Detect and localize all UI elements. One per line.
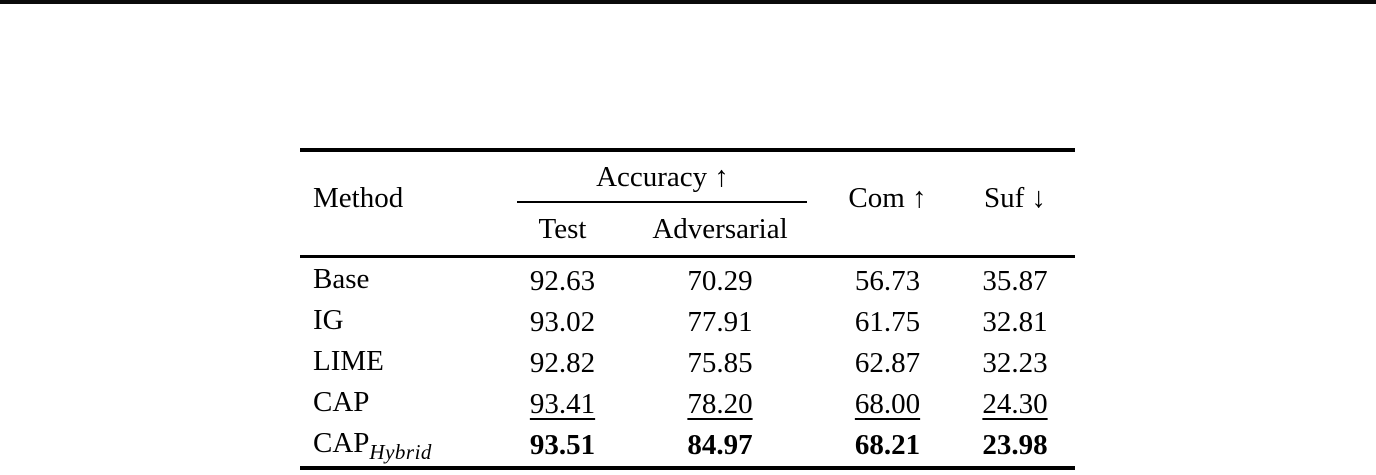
value-cell-test: 92.82 [529,347,596,379]
column-header-test: Test [505,203,620,257]
value-cell-adversarial: 78.20 [687,388,753,420]
header-sub-row: Test Adversarial [300,203,1075,257]
value-cell-test: 93.51 [529,429,596,461]
value-cell-suf: 32.23 [982,347,1048,379]
table-row: Base 92.63 70.29 56.73 35.87 [300,257,1075,303]
method-cell: LIME [300,343,505,384]
column-header-method: Method [300,150,505,257]
page-top-rule [0,0,1376,4]
accuracy-cmidrule [517,201,807,203]
value-cell-com: 68.21 [854,429,921,461]
method-label: Base [313,262,370,295]
column-header-adversarial-label: Adversarial [652,212,788,245]
method-subscript: Hybrid [369,439,432,464]
column-header-method-label: Method [313,182,404,214]
column-header-accuracy-label: Accuracy ↑ [596,161,729,193]
value-cell-adversarial: 84.97 [687,429,753,461]
method-label: CAP [313,385,370,418]
method-cell: Base [300,257,505,303]
column-header-com: Com ↑ [820,150,955,257]
column-header-test-label: Test [538,212,587,245]
value-cell-adversarial: 70.29 [687,265,753,297]
value-cell-suf: 35.87 [982,265,1048,297]
column-header-suf: Suf ↓ [955,150,1075,257]
column-header-adversarial: Adversarial [620,203,820,257]
value-cell-com: 61.75 [854,306,921,338]
method-label: CAP [313,426,370,459]
table-row: IG 93.02 77.91 61.75 32.81 [300,302,1075,343]
table-row: LIME 92.82 75.85 62.87 32.23 [300,343,1075,384]
value-cell-com: 56.73 [854,265,921,297]
value-cell-com: 68.00 [854,388,921,420]
method-cell: IG [300,302,505,343]
column-header-suf-label: Suf ↓ [983,182,1047,214]
results-table-container: Method Accuracy ↑ Com ↑ Suf ↓ Test [300,148,1075,470]
table-row: CAP 93.41 78.20 68.00 24.30 [300,384,1075,425]
value-cell-test: 93.41 [529,388,596,420]
column-header-accuracy-group: Accuracy ↑ [505,150,820,203]
method-cell: CAPHybrid [300,425,505,468]
value-cell-suf: 32.81 [982,306,1048,338]
value-cell-test: 92.63 [529,265,596,297]
header-group-row: Method Accuracy ↑ Com ↑ Suf ↓ [300,150,1075,213]
method-label: IG [313,303,344,336]
value-cell-suf: 23.98 [982,429,1048,461]
results-table: Method Accuracy ↑ Com ↑ Suf ↓ Test [300,148,1075,470]
value-cell-adversarial: 75.85 [687,347,753,379]
value-cell-adversarial: 77.91 [687,306,753,338]
method-label: LIME [313,344,384,377]
column-header-com-label: Com ↑ [848,182,927,214]
value-cell-test: 93.02 [529,306,596,338]
value-cell-suf: 24.30 [982,388,1048,420]
method-cell: CAP [300,384,505,425]
table-row: CAPHybrid 93.51 84.97 68.21 23.98 [300,425,1075,468]
value-cell-com: 62.87 [854,347,921,379]
